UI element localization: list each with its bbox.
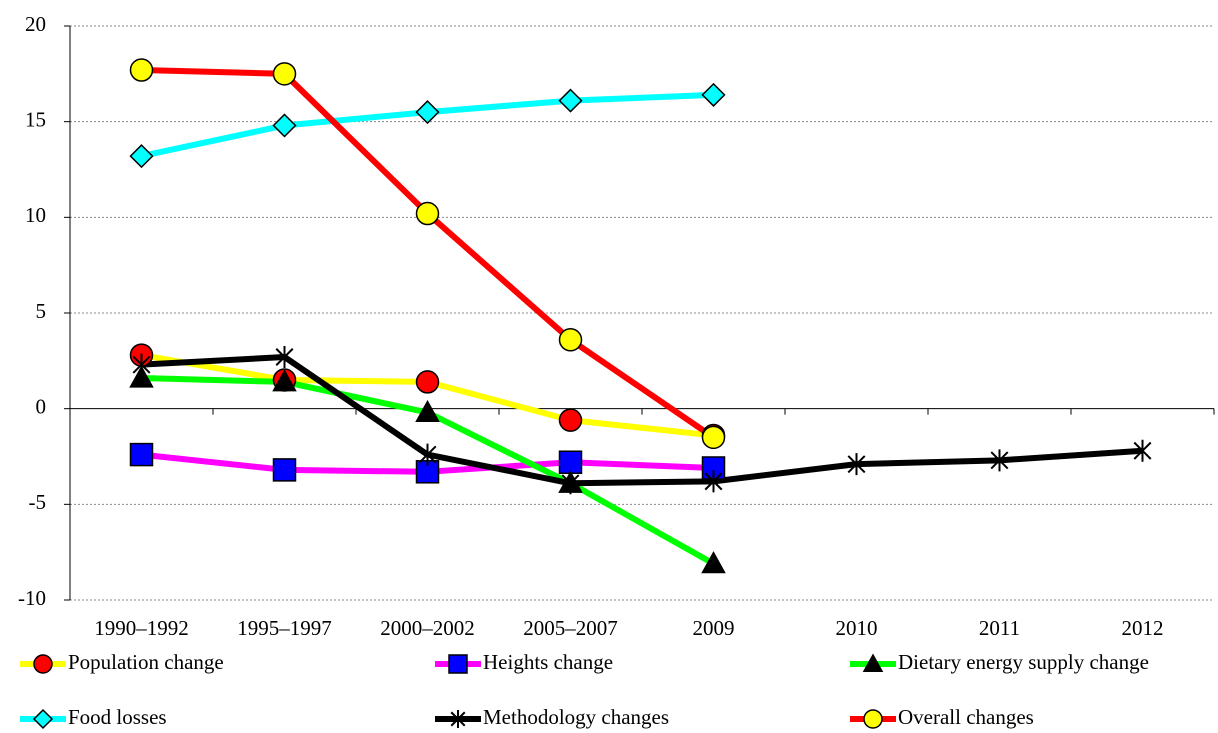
legend-label: Food losses	[68, 705, 167, 729]
series-line	[140, 352, 714, 439]
marker	[1133, 439, 1152, 462]
marker	[415, 370, 440, 394]
marker	[862, 653, 884, 672]
marker	[129, 365, 154, 388]
legend-label: Dietary energy supply change	[898, 650, 1149, 674]
marker	[272, 458, 297, 482]
marker	[129, 442, 154, 467]
marker	[863, 709, 883, 729]
marker	[272, 369, 297, 392]
marker	[448, 654, 468, 674]
marker	[32, 708, 54, 730]
y-tick-label: -10	[18, 586, 46, 610]
marker	[415, 201, 440, 226]
marker	[272, 62, 297, 86]
legend-label: Heights change	[483, 650, 613, 674]
marker	[701, 551, 726, 574]
x-tick-label: 2012	[1122, 616, 1164, 640]
marker	[558, 408, 583, 432]
legend-item: Food losses	[20, 705, 167, 730]
marker	[129, 144, 154, 169]
y-tick-label: 0	[36, 394, 47, 418]
marker	[450, 710, 466, 728]
x-tick-label: 2000–2002	[380, 616, 475, 640]
marker	[129, 58, 154, 82]
x-tick-label: 2010	[836, 616, 878, 640]
marker	[847, 453, 866, 476]
y-tick-label: 20	[25, 12, 46, 36]
legend-item: Population change	[20, 650, 224, 674]
legend-label: Methodology changes	[483, 705, 669, 729]
legend-label: Overall changes	[898, 705, 1034, 729]
marker	[275, 346, 294, 369]
marker	[558, 328, 583, 352]
marker	[415, 100, 440, 125]
marker	[701, 425, 726, 450]
legend-label: Population change	[68, 650, 224, 674]
marker	[33, 654, 53, 674]
marker	[418, 443, 437, 466]
marker	[990, 449, 1009, 472]
x-tick-label: 1990–1992	[94, 616, 189, 640]
marker	[704, 470, 723, 493]
marker	[701, 82, 726, 107]
series-line	[141, 354, 1143, 487]
x-tick-label: 2005–2007	[523, 616, 618, 640]
legend-item: Heights change	[435, 650, 613, 674]
marker	[415, 399, 440, 423]
y-tick-label: 5	[36, 299, 47, 323]
marker	[558, 450, 583, 474]
marker	[558, 88, 583, 113]
marker	[561, 472, 580, 495]
marker	[272, 113, 297, 138]
legend-item: Overall changes	[850, 705, 1034, 729]
legend-item: Dietary energy supply change	[850, 650, 1149, 674]
legend-item: Methodology changes	[435, 705, 669, 729]
y-tick-label: 10	[25, 203, 46, 227]
marker	[132, 353, 151, 376]
x-tick-label: 2011	[979, 616, 1020, 640]
y-tick-label: -5	[29, 490, 47, 514]
y-tick-label: 15	[25, 107, 46, 131]
x-tick-label: 1995–1997	[237, 616, 332, 640]
x-tick-label: 2009	[693, 616, 735, 640]
